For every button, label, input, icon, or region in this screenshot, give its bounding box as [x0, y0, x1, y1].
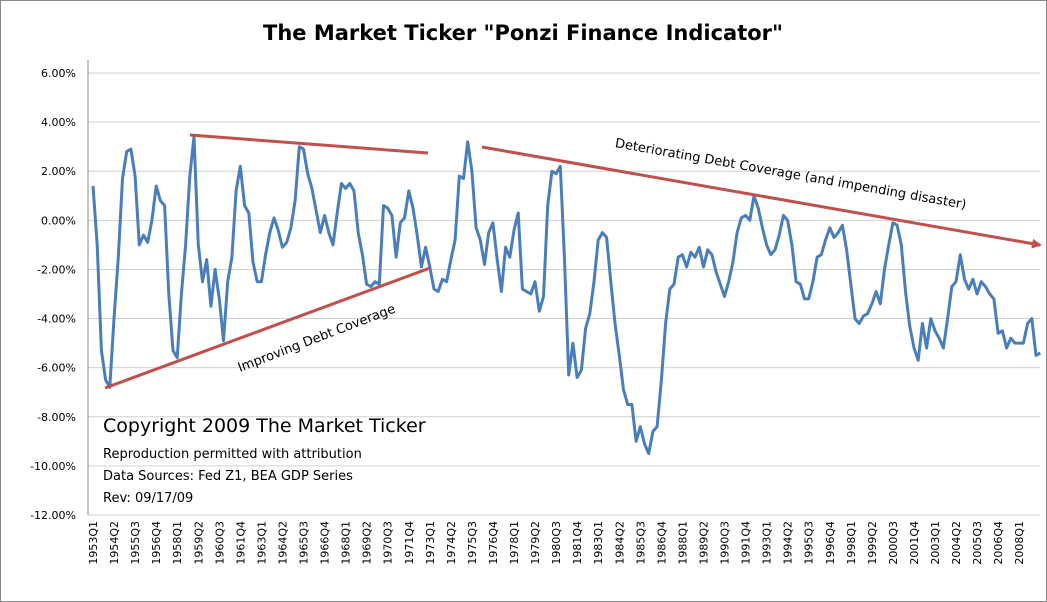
trend-line — [189, 133, 429, 155]
y-tick-label: -6.00% — [37, 362, 76, 375]
trend-arrow — [481, 145, 1042, 249]
x-tick-label: 1981Q4 — [571, 521, 584, 565]
x-tick-label: 1963Q1 — [255, 521, 268, 565]
annotation: Data Sources: Fed Z1, BEA GDP Series — [103, 469, 353, 484]
x-tick-label: 2001Q4 — [908, 521, 921, 565]
y-tick-label: 2.00% — [41, 165, 76, 178]
x-tick-label: 2005Q3 — [971, 521, 984, 565]
x-tick-label: 1990Q3 — [719, 521, 732, 565]
x-tick-label: 1980Q3 — [550, 521, 563, 565]
x-tick-label: 1996Q4 — [824, 521, 837, 565]
data-line — [91, 135, 1042, 456]
x-tick-label: 1959Q2 — [192, 521, 205, 565]
chart-title: The Market Ticker "Ponzi Finance Indicat… — [263, 21, 783, 45]
x-tick-label: 1974Q2 — [445, 521, 458, 565]
x-tick-label: 1953Q1 — [87, 521, 100, 565]
x-tick-label: 2004Q2 — [950, 521, 963, 565]
x-tick-label: 1968Q1 — [340, 521, 353, 565]
x-tick-label: 1988Q1 — [676, 521, 689, 565]
x-tick-label: 1984Q2 — [613, 521, 626, 565]
x-tick-label: 1976Q4 — [487, 521, 500, 565]
x-tick-label: 1983Q1 — [592, 521, 605, 565]
x-tick-label: 1999Q2 — [866, 521, 879, 565]
x-tick-label: 1964Q2 — [276, 521, 289, 565]
x-tick-label: 1973Q1 — [424, 521, 437, 565]
x-tick-label: 1954Q2 — [108, 521, 121, 565]
y-tick-label: 0.00% — [41, 214, 76, 227]
y-tick-label: -10.00% — [30, 460, 76, 473]
x-tick-label: 1985Q3 — [634, 521, 647, 565]
x-tick-label: 2008Q1 — [1013, 521, 1026, 565]
y-tick-label: 6.00% — [41, 67, 76, 80]
x-tick-label: 1960Q3 — [213, 521, 226, 565]
x-tick-label: 1998Q1 — [845, 521, 858, 565]
x-tick-label: 1965Q3 — [298, 521, 311, 565]
x-tick-label: 1994Q2 — [782, 521, 795, 565]
y-tick-label: -2.00% — [37, 263, 76, 276]
x-tick-label: 1989Q2 — [697, 521, 710, 565]
x-tick-label: 2006Q4 — [992, 521, 1005, 565]
x-tick-label: 1958Q1 — [171, 521, 184, 565]
y-tick-label: -4.00% — [37, 313, 76, 326]
y-tick-label: -12.00% — [30, 509, 76, 522]
y-tick-label: -8.00% — [37, 411, 76, 424]
x-tick-label: 1995Q3 — [803, 521, 816, 565]
x-tick-label: 1979Q2 — [529, 521, 542, 565]
x-tick-label: 1991Q4 — [740, 521, 753, 565]
x-tick-label: 1978Q1 — [508, 521, 521, 565]
x-tick-label: 1956Q4 — [150, 521, 163, 565]
x-tick-label: 1975Q3 — [466, 521, 479, 565]
trend-line — [104, 266, 431, 390]
x-tick-label: 1986Q4 — [655, 521, 668, 565]
y-tick-label: 4.00% — [41, 116, 76, 129]
annotation: Copyright 2009 The Market Ticker — [103, 415, 426, 437]
x-tick-label: 1966Q4 — [319, 521, 332, 565]
x-tick-label: 2000Q3 — [887, 521, 900, 565]
x-tick-label: 1961Q4 — [234, 521, 247, 565]
x-tick-label: 1993Q1 — [761, 521, 774, 565]
x-tick-label: 1969Q2 — [361, 521, 374, 565]
x-tick-label: 2003Q1 — [929, 521, 942, 565]
x-tick-label: 1970Q3 — [382, 521, 395, 565]
annotation: Rev: 09/17/09 — [103, 491, 193, 506]
x-tick-label: 1971Q4 — [403, 521, 416, 565]
x-tick-label: 1955Q3 — [129, 521, 142, 565]
annotation: Reproduction permitted with attribution — [103, 447, 362, 462]
